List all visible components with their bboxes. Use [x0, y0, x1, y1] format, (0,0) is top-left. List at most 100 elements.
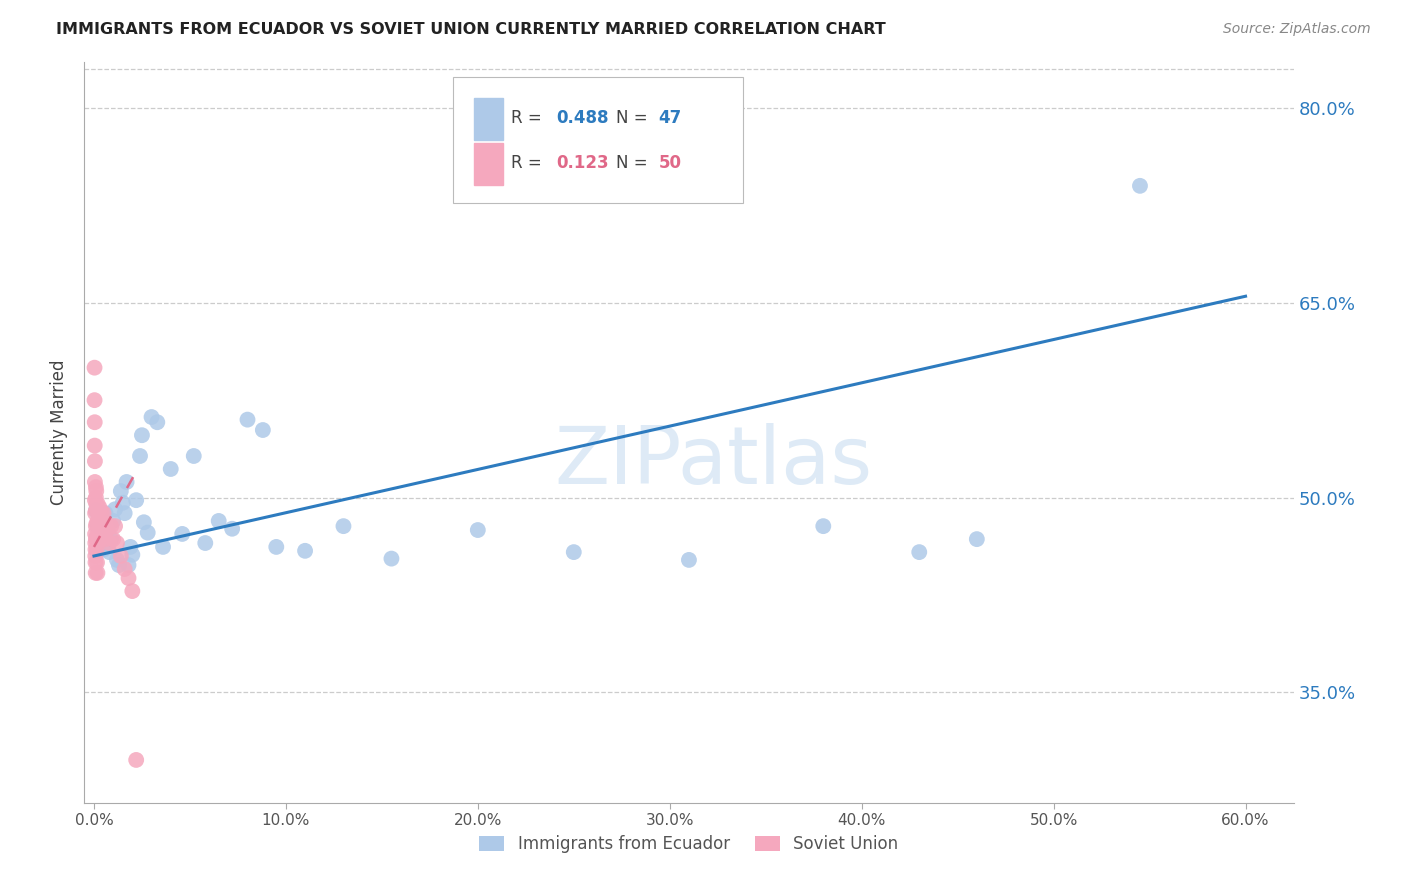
Point [100, 532, 122, 546]
Point [110, 484, 132, 499]
Point [380, 551, 402, 566]
Point [84, 484, 107, 499]
Text: 0.123: 0.123 [555, 154, 609, 172]
Point [120, 540, 142, 554]
Point [183, 449, 205, 463]
Point [105, 553, 128, 567]
Point [562, 545, 585, 559]
Point [131, 428, 153, 442]
Point [266, 540, 288, 554]
Point [105, 536, 128, 550]
Point [89, 519, 111, 533]
Point [87, 516, 110, 531]
Point [84, 480, 107, 494]
Text: ZIPatlas: ZIPatlas [554, 423, 872, 501]
Point [86, 516, 108, 531]
Point [678, 553, 700, 567]
Point [84, 491, 107, 505]
Point [104, 519, 127, 533]
Text: R =: R = [512, 154, 541, 172]
Point [101, 514, 124, 528]
Text: 47: 47 [659, 109, 682, 127]
Point [129, 449, 152, 463]
Point [84, 566, 107, 580]
Point [111, 496, 134, 510]
Point [467, 523, 489, 537]
Point [141, 410, 163, 425]
Point [83, 439, 105, 453]
Point [252, 423, 274, 437]
Point [98, 545, 121, 559]
Point [90, 536, 112, 550]
Point [84, 454, 107, 468]
Point [84, 536, 107, 550]
Point [93, 506, 115, 520]
Point [236, 412, 259, 426]
Point [83, 360, 105, 375]
Point [108, 558, 131, 573]
Point [87, 503, 110, 517]
Text: 50: 50 [659, 154, 682, 172]
Point [146, 415, 169, 429]
Point [100, 519, 122, 533]
Point [90, 506, 112, 520]
Point [114, 562, 136, 576]
Point [86, 566, 108, 580]
Point [84, 519, 107, 533]
Point [84, 497, 107, 511]
Point [84, 506, 107, 520]
Point [87, 497, 110, 511]
Text: 0.488: 0.488 [555, 109, 609, 127]
Point [94, 532, 117, 546]
Point [221, 522, 243, 536]
Point [93, 542, 115, 557]
Point [104, 502, 127, 516]
Point [966, 532, 988, 546]
Point [98, 536, 121, 550]
Text: N =: N = [616, 154, 648, 172]
Point [87, 514, 110, 528]
Point [132, 515, 155, 529]
FancyBboxPatch shape [474, 143, 503, 186]
Point [332, 519, 354, 533]
Point [93, 523, 115, 537]
Text: Source: ZipAtlas.com: Source: ZipAtlas.com [1223, 22, 1371, 37]
Point [84, 556, 107, 570]
Point [84, 503, 107, 517]
Point [159, 462, 181, 476]
Point [110, 549, 132, 563]
Point [152, 540, 174, 554]
Point [86, 542, 108, 557]
Point [813, 519, 835, 533]
Text: N =: N = [616, 109, 648, 127]
Point [125, 493, 148, 508]
Point [83, 415, 105, 429]
Point [172, 527, 194, 541]
Point [96, 523, 118, 537]
Y-axis label: Currently Married: Currently Married [51, 359, 69, 506]
Point [117, 558, 139, 573]
Point [117, 571, 139, 585]
Point [89, 514, 111, 528]
Point [87, 519, 110, 533]
Point [94, 506, 117, 520]
Point [84, 542, 107, 557]
Point [908, 545, 931, 559]
Text: R =: R = [512, 109, 541, 127]
Point [84, 475, 107, 489]
FancyBboxPatch shape [474, 98, 503, 140]
Point [84, 493, 107, 508]
Text: IMMIGRANTS FROM ECUADOR VS SOVIET UNION CURRENTLY MARRIED CORRELATION CHART: IMMIGRANTS FROM ECUADOR VS SOVIET UNION … [56, 22, 886, 37]
Point [84, 527, 107, 541]
Point [194, 536, 217, 550]
Point [89, 500, 111, 515]
Point [90, 532, 112, 546]
Point [121, 548, 143, 562]
Legend: Immigrants from Ecuador, Soviet Union: Immigrants from Ecuador, Soviet Union [471, 826, 907, 861]
Point [84, 549, 107, 563]
Point [86, 529, 108, 543]
Point [136, 525, 159, 540]
FancyBboxPatch shape [453, 78, 744, 203]
Point [84, 532, 107, 546]
Point [83, 393, 105, 408]
